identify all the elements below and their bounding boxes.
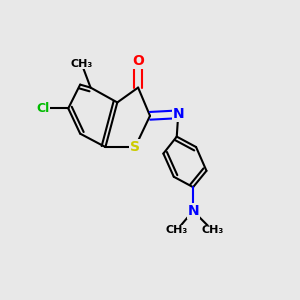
Text: Cl: Cl — [36, 102, 50, 115]
Text: S: S — [130, 140, 140, 154]
Text: O: O — [132, 54, 144, 68]
Text: CH₃: CH₃ — [70, 59, 93, 69]
Text: CH₃: CH₃ — [201, 225, 224, 235]
Text: N: N — [187, 204, 199, 218]
Text: CH₃: CH₃ — [166, 225, 188, 235]
Text: N: N — [172, 107, 184, 121]
